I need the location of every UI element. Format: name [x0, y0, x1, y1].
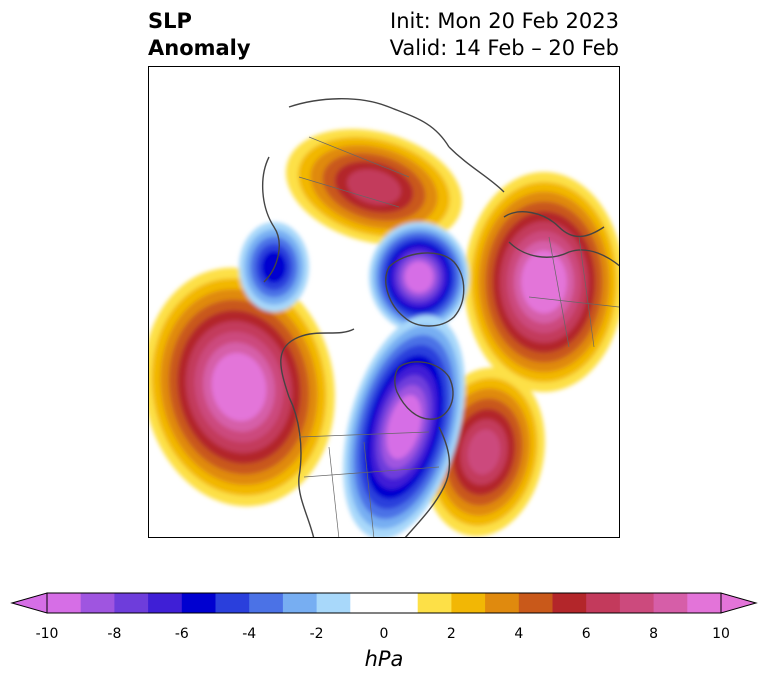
title-variable: SLP	[148, 9, 192, 33]
coastlines	[261, 98, 619, 537]
init-date: Init: Mon 20 Feb 2023	[390, 9, 619, 33]
colorbar-bin	[653, 593, 688, 613]
anomaly-central-north-america-low	[343, 315, 465, 537]
colorbar-outline	[46, 592, 722, 614]
contour-band	[528, 260, 560, 304]
map-title: SLP Anomaly	[148, 8, 251, 62]
colorbar-bin	[114, 593, 149, 613]
colorbar-bin	[47, 593, 82, 613]
colorbar-tick-label: -10	[35, 626, 59, 642]
contour-band	[467, 429, 501, 475]
contour-band	[220, 363, 258, 411]
colorbar-bin	[417, 593, 452, 613]
colorbar-bin	[80, 593, 115, 613]
colorbar-bin	[215, 593, 250, 613]
colorbar-tick-label: -4	[242, 626, 257, 642]
title-type: Anomaly	[148, 36, 251, 60]
map-dates: Init: Mon 20 Feb 2023 Valid: 14 Feb – 20…	[390, 8, 619, 62]
colorbar-bins	[47, 593, 722, 613]
colorbar-over-arrow	[720, 592, 758, 614]
colorbar-tick-label: -6	[174, 626, 189, 642]
colorbar-bin	[552, 593, 587, 613]
borders	[298, 136, 619, 537]
contour-band	[409, 266, 429, 288]
colorbar-under-arrow	[10, 592, 48, 614]
colorbar-bin	[350, 593, 419, 613]
colorbar-tick-label: 4	[514, 626, 524, 642]
contour-band	[392, 405, 416, 449]
colorbar-unit: hPa	[364, 647, 404, 671]
anomaly-eastern-europe-siberia-high	[464, 172, 619, 392]
colorbar-bin	[586, 593, 621, 613]
colorbar-bin	[282, 593, 318, 613]
anomaly-north-pacific-high	[149, 267, 335, 507]
contour-band	[347, 169, 401, 205]
colorbar-tick-label: 0	[379, 626, 389, 642]
valid-range: Valid: 14 Feb – 20 Feb	[389, 36, 619, 60]
colorbar-tick-label: 6	[581, 626, 591, 642]
anomaly-map-svg	[149, 98, 619, 537]
anomaly-east-asia-high	[285, 128, 463, 246]
anomaly-arctic-low	[369, 222, 469, 332]
colorbar-tick-label: 10	[712, 626, 730, 642]
anomaly-north-atlantic-high	[423, 367, 545, 537]
colorbar-bin	[249, 593, 284, 613]
colorbar-bin	[518, 593, 553, 613]
colorbar-bin	[181, 593, 216, 613]
colorbar-tick-label: 8	[649, 626, 659, 642]
colorbar-tick-label: 2	[446, 626, 456, 642]
colorbar-bin	[485, 593, 520, 613]
anomaly-fields	[149, 128, 619, 537]
colorbar-bin	[619, 593, 655, 613]
colorbar	[10, 592, 758, 614]
anomaly-map	[148, 66, 620, 538]
colorbar-bin	[316, 593, 351, 613]
colorbar-tick-label: -8	[107, 626, 122, 642]
colorbar-bin	[451, 593, 486, 613]
colorbar-bin	[687, 593, 722, 613]
colorbar-tick-label: -2	[309, 626, 324, 642]
colorbar-bin	[148, 593, 183, 613]
